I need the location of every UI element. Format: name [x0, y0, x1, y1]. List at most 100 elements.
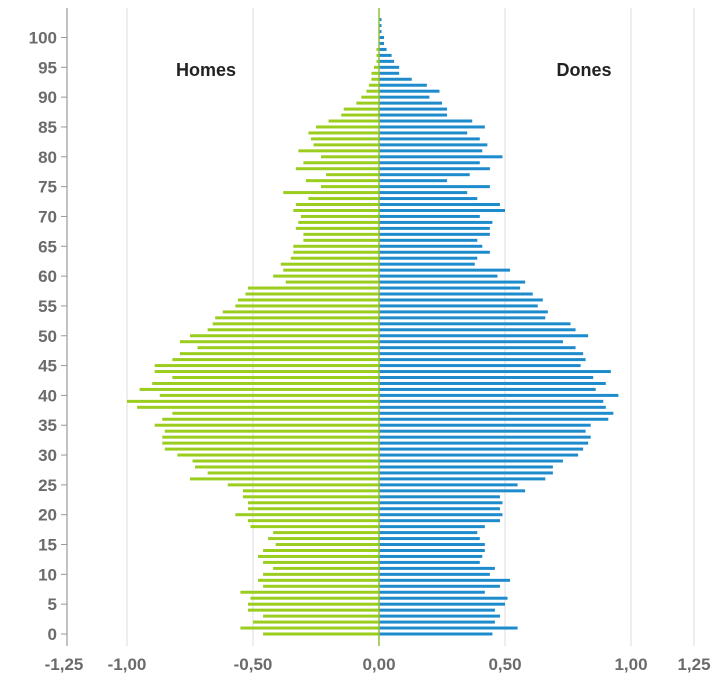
- dones-bar: [379, 208, 505, 212]
- homes-bar: [139, 387, 379, 391]
- dones-bar: [379, 107, 448, 111]
- dones-bar: [379, 572, 490, 576]
- homes-bar: [245, 292, 379, 296]
- homes-bar: [207, 328, 379, 332]
- homes-bar: [376, 47, 379, 51]
- dones-bar: [379, 614, 500, 618]
- homes-bar: [197, 346, 379, 350]
- dones-bar: [379, 596, 508, 600]
- y-tick-label: 20: [38, 506, 57, 525]
- homes-bar: [293, 208, 379, 212]
- x-tick-label: -0,50: [234, 655, 273, 674]
- homes-bar: [154, 370, 379, 374]
- y-tick-label: 25: [38, 476, 57, 495]
- homes-bar: [247, 286, 379, 290]
- dones-bar: [379, 220, 493, 224]
- y-tick-label: 75: [38, 178, 57, 197]
- y-tick-label: 60: [38, 267, 57, 286]
- dones-bar: [379, 507, 500, 511]
- dones-bar: [379, 471, 553, 475]
- homes-bar: [207, 471, 379, 475]
- dones-bars: [379, 18, 619, 636]
- dones-bar: [379, 161, 480, 165]
- dones-bar: [379, 620, 495, 624]
- dones-bar: [379, 214, 480, 218]
- y-tick-label: 5: [48, 595, 57, 614]
- y-tick-label: 10: [38, 565, 57, 584]
- dones-bar: [379, 36, 385, 39]
- homes-bar: [253, 620, 379, 624]
- dones-bar: [379, 417, 609, 421]
- y-tick-label: 15: [38, 536, 57, 555]
- dones-bar: [379, 399, 604, 403]
- dones-bar: [379, 226, 490, 230]
- homes-bar: [222, 310, 379, 314]
- homes-bar: [240, 626, 379, 630]
- homes-bar: [263, 584, 379, 588]
- homes-bar: [154, 423, 379, 427]
- homes-bar: [303, 232, 379, 236]
- dones-bar: [379, 560, 480, 564]
- dones-bar: [379, 489, 526, 493]
- dones-bar: [379, 280, 526, 284]
- dones-bar: [379, 83, 427, 87]
- dones-bar: [379, 429, 586, 433]
- y-tick-label: 90: [38, 88, 57, 107]
- homes-bar: [298, 149, 379, 153]
- homes-bar: [295, 167, 379, 171]
- homes-bar: [290, 256, 379, 260]
- y-tick-label: 40: [38, 386, 57, 405]
- homes-bar: [275, 543, 379, 547]
- homes-bar: [283, 191, 379, 195]
- homes-bar: [172, 376, 379, 380]
- legend-homes-label: Homes: [176, 60, 236, 80]
- homes-bar: [162, 417, 379, 421]
- homes-bar: [295, 203, 379, 207]
- y-tick-label: 35: [38, 416, 57, 435]
- dones-bar: [379, 537, 480, 541]
- homes-bar: [308, 131, 379, 135]
- homes-bar: [263, 548, 379, 552]
- homes-bar: [303, 161, 379, 165]
- homes-bar: [368, 83, 379, 87]
- x-axis-ticks: -1,25 -1,00 -0,50 0,00 0,50 1,00 1,25: [45, 655, 711, 674]
- homes-bar: [172, 358, 379, 362]
- dones-bar: [379, 262, 475, 266]
- dones-bar: [379, 101, 442, 105]
- homes-bar: [192, 459, 379, 463]
- dones-bar: [379, 435, 591, 439]
- dones-bar: [379, 411, 614, 415]
- dones-bar: [379, 346, 576, 350]
- y-tick-label: 50: [38, 327, 57, 346]
- homes-bar: [164, 447, 379, 451]
- x-tick-label: 1,00: [614, 655, 647, 674]
- dones-bar: [379, 548, 485, 552]
- dones-bar: [379, 376, 594, 380]
- dones-bar: [379, 364, 581, 368]
- dones-bar: [379, 566, 495, 570]
- dones-bar: [379, 59, 395, 63]
- homes-bar: [250, 525, 379, 529]
- homes-bar: [247, 602, 379, 606]
- dones-bar: [379, 274, 498, 278]
- homes-bar: [373, 65, 379, 69]
- dones-bar: [379, 626, 518, 630]
- dones-bar: [379, 77, 412, 81]
- dones-bar: [379, 310, 548, 314]
- homes-bar: [273, 274, 379, 278]
- y-tick-label: 45: [38, 357, 57, 376]
- y-tick-label: 30: [38, 446, 57, 465]
- dones-bar: [379, 173, 470, 177]
- y-tick-label: 55: [38, 297, 57, 316]
- dones-bar: [379, 191, 468, 195]
- dones-bar: [379, 203, 500, 207]
- dones-bar: [379, 149, 483, 153]
- dones-bar: [379, 543, 485, 547]
- gridlines: [126, 8, 695, 646]
- homes-bar: [293, 250, 379, 254]
- dones-bar: [379, 155, 503, 159]
- y-tick-label: 85: [38, 118, 57, 137]
- homes-bar: [321, 185, 379, 189]
- homes-bar: [366, 89, 379, 93]
